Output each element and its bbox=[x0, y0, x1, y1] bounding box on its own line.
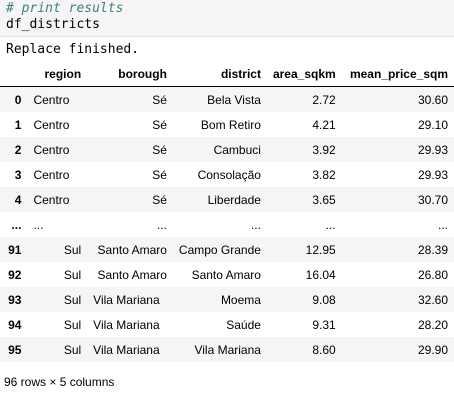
row-index: ... bbox=[11, 217, 22, 232]
cell-area-sqkm: 16.04 bbox=[305, 267, 336, 282]
cell-area-sqkm: 9.08 bbox=[312, 292, 336, 307]
cell-borough: Sé bbox=[152, 192, 167, 207]
cell-borough: Sé bbox=[152, 167, 167, 182]
row-index: 4 bbox=[14, 192, 22, 207]
cell-region: Sul bbox=[63, 267, 82, 282]
table-row: 0 Centro Sé Bela Vista 2.72 30.60 bbox=[0, 86, 454, 112]
cell-mean-price-sqm: ... bbox=[437, 217, 448, 232]
cell-area-sqkm: 3.92 bbox=[312, 142, 336, 157]
cell-district: ... bbox=[250, 217, 261, 232]
cell-district: Cambuci bbox=[213, 142, 261, 157]
cell-region: Centro bbox=[33, 117, 70, 132]
cell-borough: Santo Amaro bbox=[97, 267, 167, 282]
cell-region: Centro bbox=[33, 192, 70, 207]
cell-district: Vila Mariana bbox=[194, 342, 261, 357]
cell-mean-price-sqm: 28.20 bbox=[417, 317, 448, 332]
cell-district: Saúde bbox=[226, 317, 261, 332]
column-header-area-sqkm: area_sqkm bbox=[266, 62, 342, 87]
table-row: 95 Sul Vila Mariana Vila Mariana 8.60 29… bbox=[0, 337, 454, 362]
cell-region: Sul bbox=[63, 342, 82, 357]
cell-area-sqkm: 4.21 bbox=[312, 117, 336, 132]
cell-mean-price-sqm: 29.10 bbox=[417, 117, 448, 132]
cell-area-sqkm: 3.65 bbox=[312, 192, 336, 207]
cell-mean-price-sqm: 26.80 bbox=[417, 267, 448, 282]
column-header-mean-price-sqm: mean_price_sqm bbox=[341, 62, 454, 87]
table-row: 92 Sul Santo Amaro Santo Amaro 16.04 26.… bbox=[0, 262, 454, 287]
row-index: 1 bbox=[14, 117, 22, 132]
cell-area-sqkm: ... bbox=[325, 217, 336, 232]
cell-region: Centro bbox=[33, 167, 70, 182]
dataframe-shape-footer: 96 rows × 5 columns bbox=[4, 375, 115, 389]
cell-borough: Sé bbox=[152, 92, 167, 107]
cell-mean-price-sqm: 30.70 bbox=[417, 192, 448, 207]
cell-mean-price-sqm: 32.60 bbox=[417, 292, 448, 307]
cell-mean-price-sqm: 28.39 bbox=[417, 242, 448, 257]
cell-borough: ... bbox=[156, 217, 167, 232]
cell-region: ... bbox=[33, 217, 44, 232]
cell-mean-price-sqm: 29.93 bbox=[417, 167, 448, 182]
row-index: 95 bbox=[8, 342, 22, 357]
cell-region: Centro bbox=[33, 142, 70, 157]
cell-district: Liberdade bbox=[207, 192, 261, 207]
cell-region: Sul bbox=[63, 292, 82, 307]
cell-district: Bom Retiro bbox=[200, 117, 261, 132]
row-index: 92 bbox=[8, 267, 22, 282]
row-index: 94 bbox=[8, 317, 22, 332]
cell-district: Moema bbox=[220, 292, 261, 307]
cell-region: Sul bbox=[63, 317, 82, 332]
cell-area-sqkm: 8.60 bbox=[312, 342, 336, 357]
cell-borough: Vila Mariana bbox=[93, 292, 160, 307]
code-comment: # print results bbox=[6, 1, 124, 16]
cell-area-sqkm: 3.82 bbox=[312, 167, 336, 182]
cell-district: Consolação bbox=[197, 167, 261, 182]
row-index: 2 bbox=[14, 142, 22, 157]
code-expression: df_districts bbox=[6, 17, 100, 32]
cell-mean-price-sqm: 29.90 bbox=[417, 342, 448, 357]
table-row-ellipsis: ... ... ... ... ... ... bbox=[0, 212, 454, 237]
table-row: 1 Centro Sé Bom Retiro 4.21 29.10 bbox=[0, 112, 454, 137]
column-header-district: district bbox=[172, 62, 267, 87]
table-row: 91 Sul Santo Amaro Campo Grande 12.95 28… bbox=[0, 237, 454, 262]
column-header-borough: borough bbox=[87, 62, 173, 87]
table-header-row: region borough district area_sqkm mean_p… bbox=[0, 62, 454, 87]
cell-borough: Vila Mariana bbox=[93, 317, 160, 332]
cell-region: Centro bbox=[33, 92, 70, 107]
table-row: 3 Centro Sé Consolação 3.82 29.93 bbox=[0, 162, 454, 187]
dataframe-table: region borough district area_sqkm mean_p… bbox=[0, 62, 454, 362]
stdout-text: Replace finished. bbox=[6, 42, 140, 57]
cell-borough: Vila Mariana bbox=[93, 342, 160, 357]
row-index: 0 bbox=[14, 92, 22, 107]
table-row: 93 Sul Vila Mariana Moema 9.08 32.60 bbox=[0, 287, 454, 312]
cell-mean-price-sqm: 30.60 bbox=[417, 92, 448, 107]
table-row: 2 Centro Sé Cambuci 3.92 29.93 bbox=[0, 137, 454, 162]
cell-borough: Santo Amaro bbox=[97, 242, 167, 257]
table-row: 4 Centro Sé Liberdade 3.65 30.70 bbox=[0, 187, 454, 212]
cell-area-sqkm: 9.31 bbox=[312, 317, 336, 332]
cell-district: Santo Amaro bbox=[191, 267, 261, 282]
cell-area-sqkm: 12.95 bbox=[305, 242, 336, 257]
cell-region: Sul bbox=[63, 242, 82, 257]
column-header-index bbox=[0, 62, 28, 87]
code-cell-input[interactable]: # print results df_districts bbox=[0, 0, 454, 37]
row-index: 93 bbox=[8, 292, 22, 307]
cell-area-sqkm: 2.72 bbox=[312, 92, 336, 107]
cell-borough: Sé bbox=[152, 142, 167, 157]
cell-district: Campo Grande bbox=[178, 242, 261, 257]
table-row: 94 Sul Vila Mariana Saúde 9.31 28.20 bbox=[0, 312, 454, 337]
cell-borough: Sé bbox=[152, 117, 167, 132]
cell-district: Bela Vista bbox=[207, 92, 261, 107]
column-header-region: region bbox=[27, 62, 88, 87]
row-index: 91 bbox=[8, 242, 22, 257]
row-index: 3 bbox=[14, 167, 22, 182]
cell-mean-price-sqm: 29.93 bbox=[417, 142, 448, 157]
